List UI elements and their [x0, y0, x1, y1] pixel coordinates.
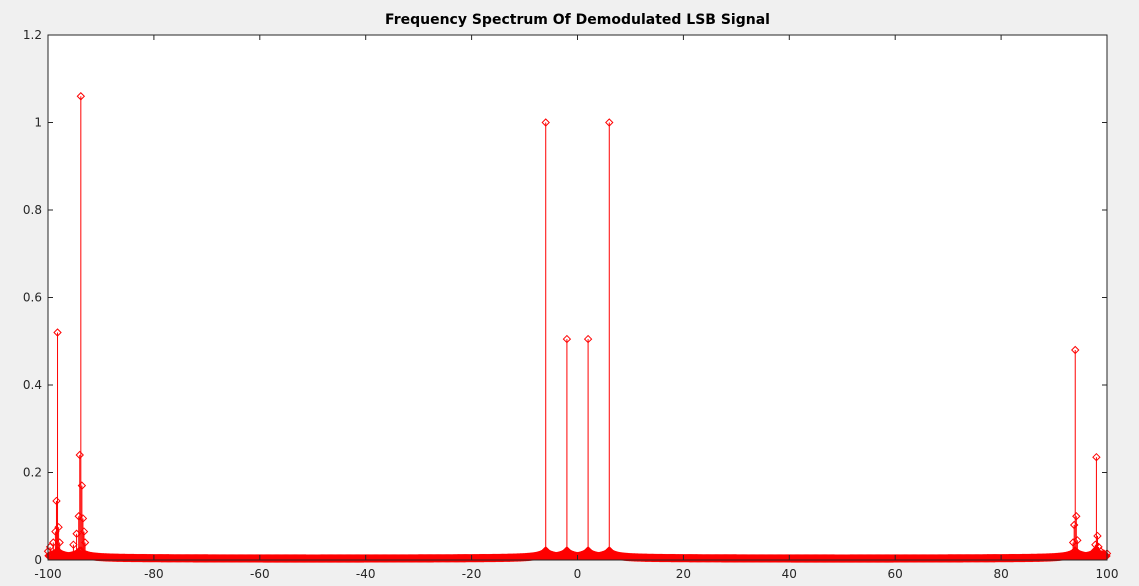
data-point [1093, 531, 1102, 541]
data-point [55, 538, 64, 547]
data-point [74, 512, 83, 521]
data-point [583, 334, 593, 344]
data-point [79, 527, 89, 536]
x-tick-label: -20 [462, 567, 482, 581]
data-point [1069, 520, 1079, 530]
data-point [69, 540, 78, 549]
data-point [562, 334, 572, 344]
x-tick-label: 100 [1096, 567, 1119, 581]
data-point [53, 328, 62, 337]
data-point [72, 529, 81, 538]
data-point [78, 514, 88, 523]
x-tick-label: 0 [574, 567, 582, 581]
y-tick-label: 0 [34, 553, 42, 567]
plot-area [48, 35, 1107, 560]
x-tick-label: -40 [356, 567, 376, 581]
data-point [1070, 546, 1079, 556]
y-axis: 0 0.2 0.4 0.6 0.8 1 1.2 [23, 28, 1107, 567]
y-tick-label: 0.6 [23, 291, 42, 305]
data-point [54, 522, 63, 532]
x-tick-label: -60 [250, 567, 270, 581]
data-point [52, 546, 62, 556]
markers-group [43, 92, 1112, 563]
y-tick-label: 1 [34, 116, 42, 130]
y-tick-label: 0.2 [23, 466, 42, 480]
x-tick-label: 60 [888, 567, 903, 581]
data-point [76, 546, 85, 556]
x-tick-label: 40 [782, 567, 797, 581]
y-tick-label: 0.4 [23, 378, 42, 392]
data-point [1072, 512, 1081, 521]
y-tick-label: 1.2 [23, 28, 42, 42]
x-tick-label: 80 [993, 567, 1008, 581]
data-point [75, 450, 84, 460]
x-tick-label: 20 [676, 567, 691, 581]
y-tick-label: 0.8 [23, 203, 42, 217]
data-point [1092, 452, 1101, 462]
x-axis: -100 -80 -60 -40 -20 0 20 40 60 80 100 [34, 35, 1118, 581]
chart-title: Frequency Spectrum Of Demodulated LSB Si… [385, 12, 770, 28]
x-tick-label: -100 [34, 567, 61, 581]
data-point [80, 538, 90, 547]
data-point [52, 496, 61, 506]
x-tick-label: -80 [144, 567, 164, 581]
data-point [1073, 536, 1082, 545]
data-point [76, 92, 86, 101]
data-point [541, 118, 550, 127]
data-point [77, 481, 87, 490]
data-point [605, 118, 614, 127]
data-point [49, 538, 58, 547]
data-point [1071, 345, 1080, 355]
